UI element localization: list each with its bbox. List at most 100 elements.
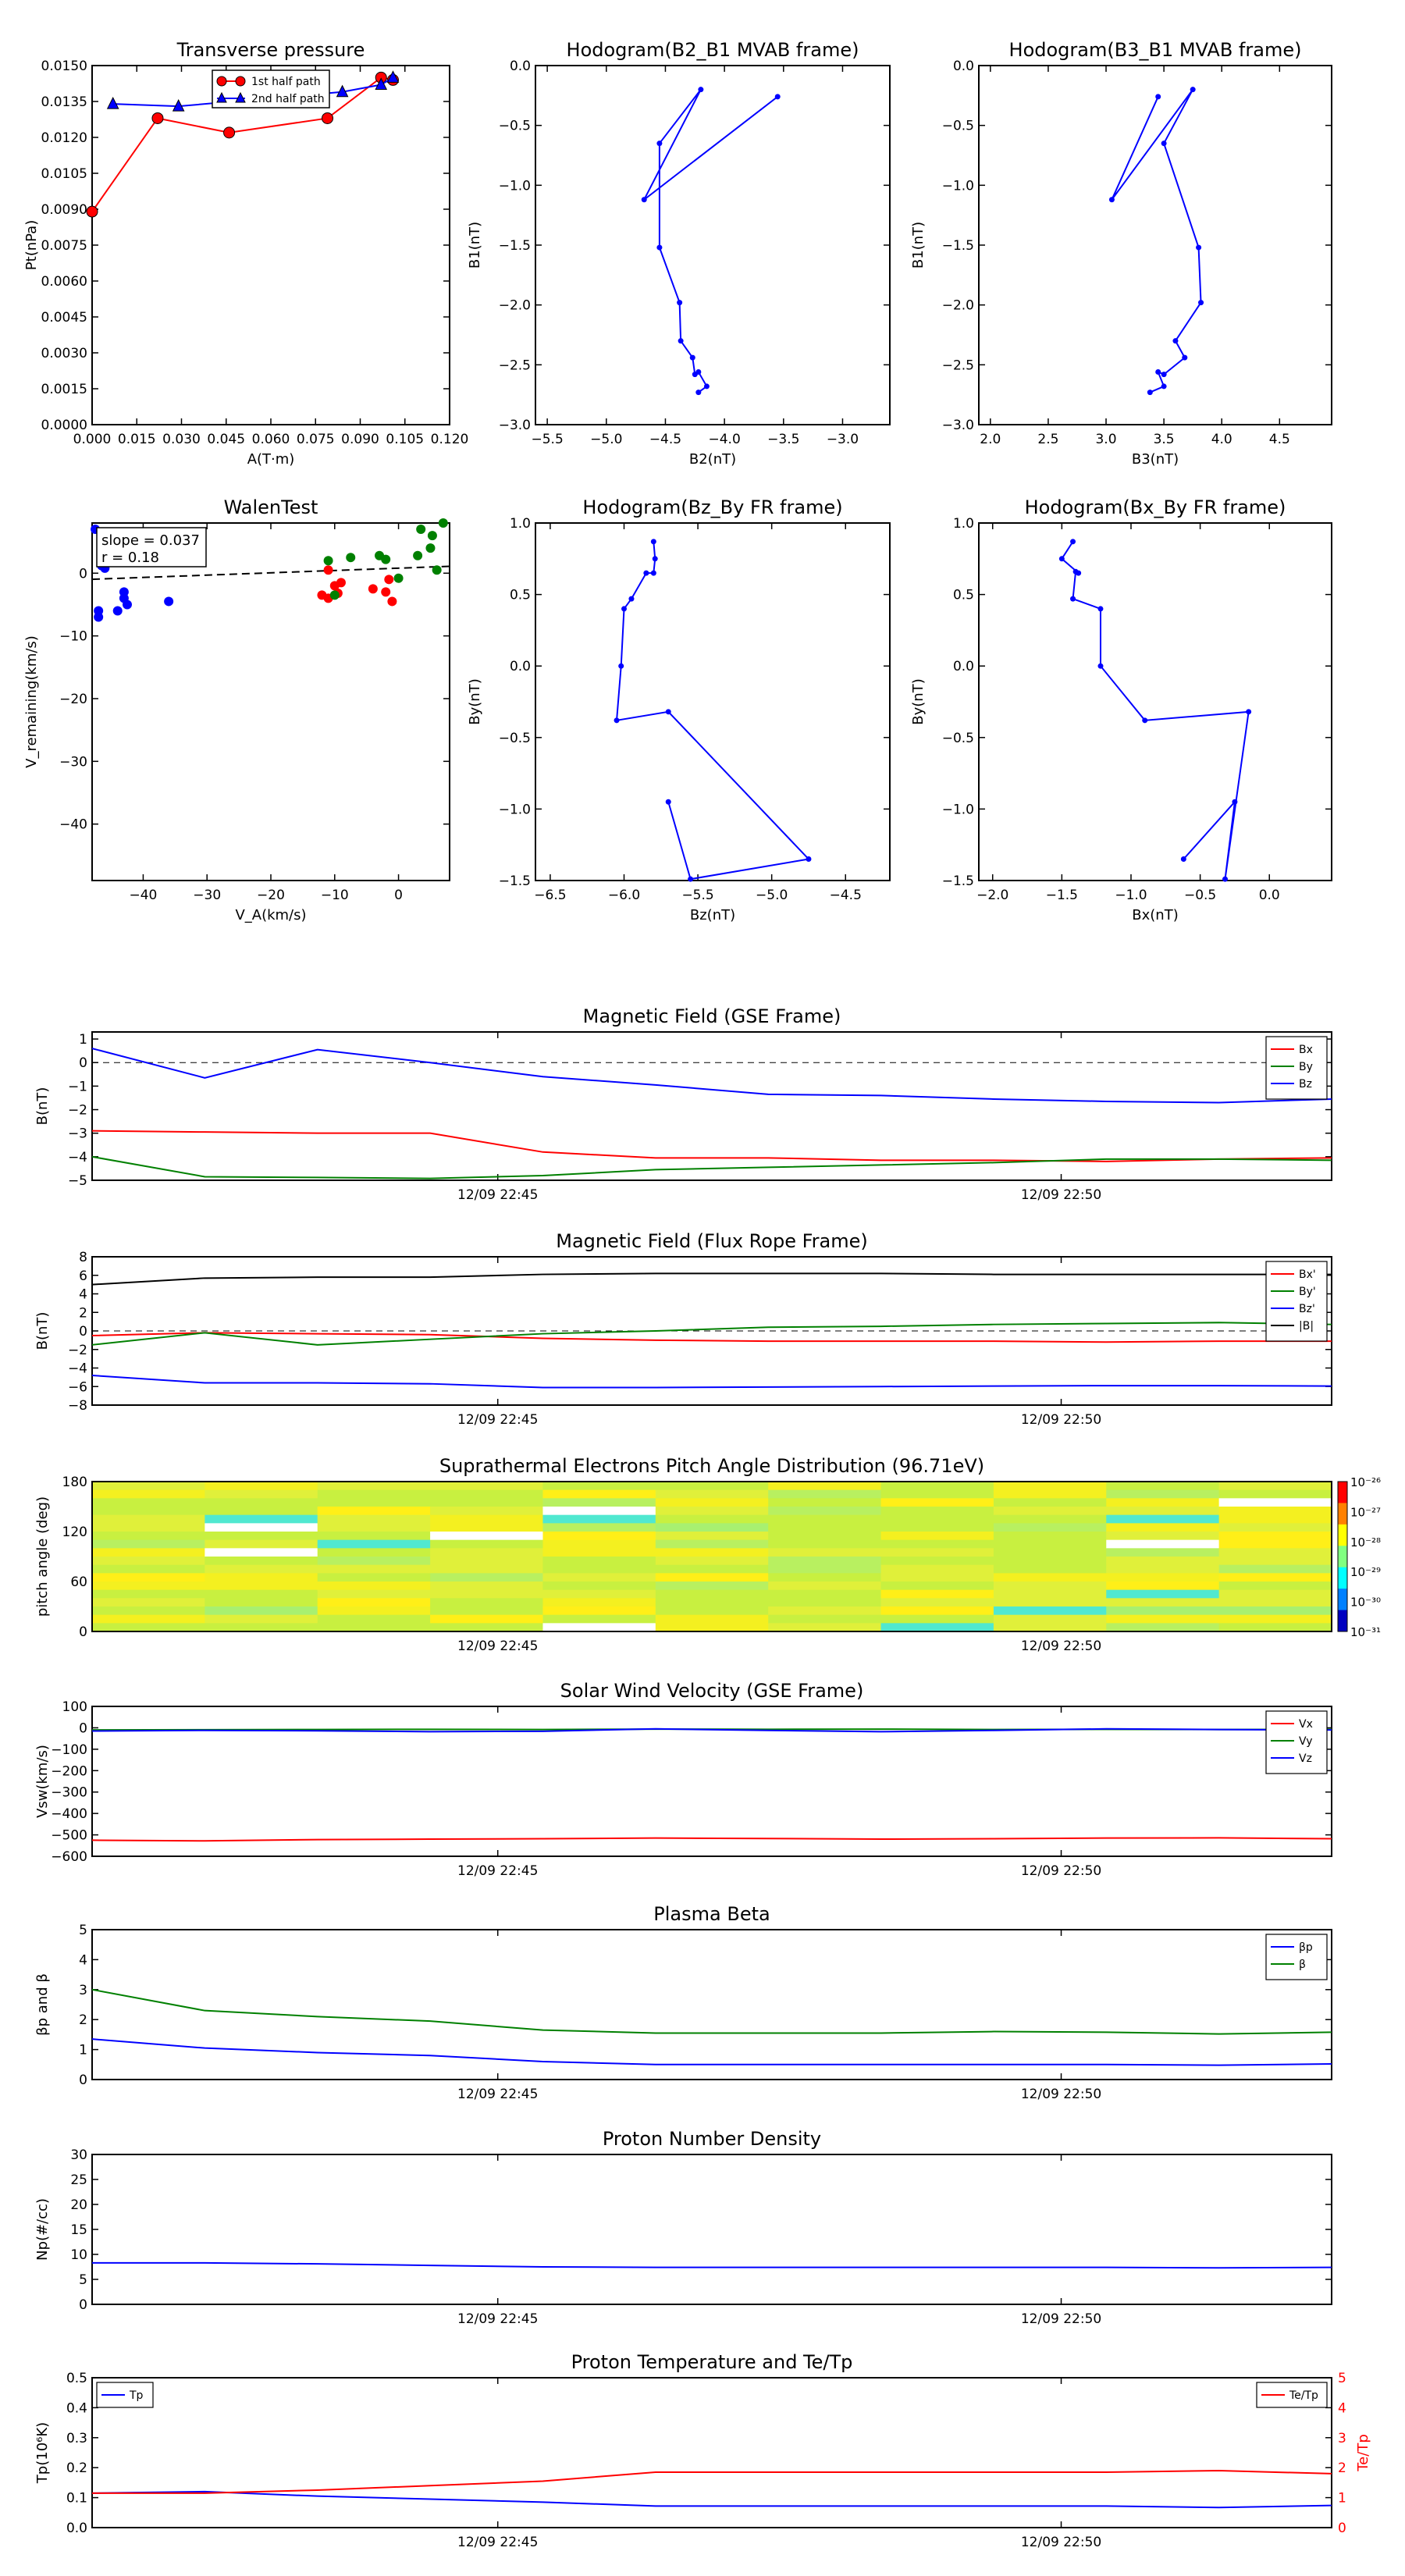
heatmap-cell	[430, 1623, 543, 1632]
heatmap-cell	[1106, 1523, 1220, 1532]
colorbar-segment	[1338, 1610, 1347, 1632]
heatmap-cell	[430, 1539, 543, 1549]
y2-tick-label: 4	[1338, 2400, 1346, 2416]
x-tick-label: 0.000	[73, 432, 112, 447]
y-tick-label: 0	[79, 1720, 87, 1736]
heatmap-cell	[768, 1614, 882, 1624]
x-tick-label: 0.120	[431, 432, 469, 447]
y-tick-label: 0.5	[66, 2371, 87, 2386]
legend-label: 2nd half path	[251, 93, 325, 105]
x-tick-label: −5.0	[590, 432, 622, 447]
x-axis-label: V_A(km/s)	[235, 907, 306, 923]
x-tick-label: −20	[257, 888, 285, 903]
heatmap-cell	[768, 1598, 882, 1607]
heatmap-cell	[92, 1606, 205, 1616]
x-axis-label: B3(nT)	[1132, 451, 1179, 468]
heatmap-cell	[768, 1557, 882, 1566]
heatmap-cell	[205, 1598, 318, 1607]
chart-title: Solar Wind Velocity (GSE Frame)	[560, 1680, 864, 1702]
heatmap-cell	[430, 1523, 543, 1532]
heatmap-cell	[92, 1548, 205, 1557]
heatmap-cell	[205, 1532, 318, 1541]
chart-h31: Hodogram(B3_B1 MVAB frame) −3.0 −2.5 −2.0 −1…	[910, 39, 1332, 468]
data-point	[323, 565, 333, 575]
heatmap-cell	[993, 1614, 1107, 1624]
data-point	[614, 717, 620, 724]
heatmap-cell	[1106, 1507, 1220, 1516]
plot-frame	[91, 2377, 1332, 2528]
heatmap-cell	[1106, 1489, 1220, 1499]
legend-label: By	[1299, 1061, 1313, 1073]
data-point	[336, 578, 346, 588]
colorbar-segment	[1338, 1503, 1347, 1525]
heatmap-cell	[542, 1623, 656, 1632]
heatmap-cell	[655, 1598, 769, 1607]
heatmap-cell	[655, 1582, 769, 1591]
chart-vsw: Solar Wind Velocity (GSE Frame) −600 −500 −…	[34, 1680, 1332, 1879]
heatmap-cell	[542, 1589, 656, 1599]
colorbar-segment	[1338, 1567, 1347, 1589]
y-tick-label: 0.0030	[41, 346, 87, 361]
heatmap-cell	[1106, 1514, 1220, 1524]
x-tick-label: −4.5	[649, 432, 681, 447]
heatmap-cell	[430, 1582, 543, 1591]
y-tick-label: −0.5	[942, 731, 974, 746]
series-line	[615, 541, 810, 881]
heatmap-cell	[1218, 1598, 1332, 1607]
colorbar-label: 10⁻²⁶	[1350, 1475, 1381, 1489]
chart-title: Magnetic Field (GSE Frame)	[583, 1005, 841, 1027]
heatmap-cell	[655, 1507, 769, 1516]
y-tick-label: −2.0	[942, 298, 974, 314]
x-tick-label: 2.0	[980, 432, 1001, 447]
y-tick-label: 0.0015	[41, 382, 87, 397]
data-point	[1180, 856, 1186, 863]
x-tick-label: 0	[394, 888, 403, 903]
series-line	[91, 1322, 1332, 1346]
x-tick-label: −3.5	[767, 432, 799, 447]
chart-title: WalenTest	[224, 496, 318, 518]
heatmap-cell	[205, 1514, 318, 1524]
y-tick-label: 0	[79, 1055, 87, 1071]
heatmap-cell	[317, 1507, 431, 1516]
x-tick-label: 12/09 22:45	[457, 2535, 538, 2550]
y-tick-label: −300	[51, 1785, 87, 1801]
heatmap-cell	[880, 1548, 994, 1557]
heatmap-cell	[768, 1532, 882, 1541]
series-line	[91, 1272, 1332, 1286]
fit-line	[91, 565, 450, 581]
heatmap-cell	[1218, 1532, 1332, 1541]
heatmap-cell	[542, 1582, 656, 1591]
y-tick-label: −1.0	[499, 178, 531, 194]
y-tick-label: −0.5	[499, 731, 531, 746]
y-tick-label: −3.0	[942, 418, 974, 433]
heatmap-cell	[768, 1514, 882, 1524]
x-tick-label: 12/09 22:45	[457, 1187, 538, 1203]
y-tick-label: −6	[68, 1379, 87, 1395]
legend-label: Tp	[129, 2389, 144, 2402]
data-point	[656, 141, 663, 147]
data-point	[329, 590, 340, 600]
heatmap-cell	[768, 1489, 882, 1499]
y-tick-label: 2	[79, 2012, 87, 2028]
data-point	[650, 570, 656, 576]
y-axis-label: pitch angle (deg)	[34, 1496, 51, 1617]
heatmap-cell	[993, 1548, 1107, 1557]
y-tick-label: 1	[79, 1032, 87, 1048]
heatmap-cell	[1218, 1548, 1332, 1557]
y-tick-label: −1.0	[499, 802, 531, 817]
legend-box	[1265, 1710, 1328, 1774]
heatmap-cell	[768, 1548, 882, 1557]
heatmap-cell	[993, 1598, 1107, 1607]
heatmap-cell	[880, 1514, 994, 1524]
y2-tick-label: 3	[1338, 2431, 1346, 2446]
y-tick-label: −20	[59, 692, 87, 707]
legend-label: Vx	[1299, 1718, 1313, 1731]
data-point	[413, 550, 423, 560]
data-point	[86, 205, 98, 218]
y-tick-label: 0	[79, 566, 87, 582]
data-point	[665, 799, 671, 805]
heatmap-cell	[655, 1623, 769, 1632]
heatmap-cell	[542, 1498, 656, 1507]
y-tick-label: −10	[59, 629, 87, 645]
